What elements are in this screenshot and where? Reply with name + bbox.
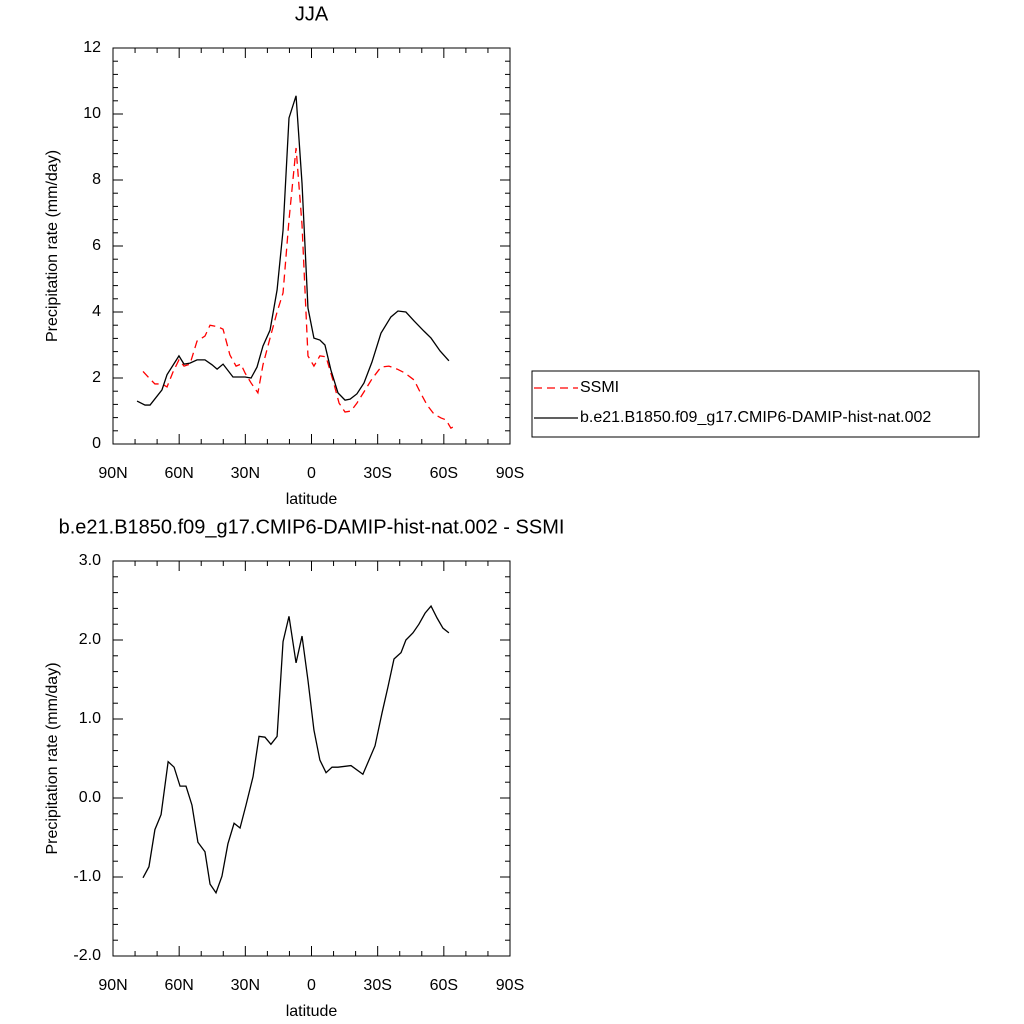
- y-tick-label: 0: [92, 435, 101, 452]
- y-tick-label: 2: [92, 369, 101, 386]
- x-tick-label: 30S: [363, 977, 391, 994]
- x-tick-label: 90N: [98, 977, 127, 994]
- y-axis-label: Precipitation rate (mm/day): [44, 662, 61, 854]
- x-tick-label: 60N: [164, 465, 193, 482]
- x-tick-label: 30N: [231, 465, 260, 482]
- legend-label: b.e21.B1850.f09_g17.CMIP6-DAMIP-hist-nat…: [580, 409, 931, 426]
- data-line: [142, 147, 456, 430]
- y-tick-label: 6: [92, 237, 101, 254]
- x-axis-label: latitude: [286, 1003, 338, 1020]
- x-tick-label: 30S: [363, 465, 391, 482]
- x-tick-label: 90S: [496, 465, 524, 482]
- x-tick-label: 60S: [430, 977, 458, 994]
- data-line: [142, 604, 450, 895]
- chart-title: JJA: [295, 3, 329, 25]
- x-tick-label: 60S: [430, 465, 458, 482]
- chart-title: b.e21.B1850.f09_g17.CMIP6-DAMIP-hist-nat…: [59, 516, 565, 538]
- y-tick-label: 2.0: [79, 631, 101, 648]
- y-tick-label: 4: [92, 303, 101, 320]
- y-tick-label: -2.0: [73, 947, 101, 964]
- legend-box: [531, 370, 980, 438]
- x-tick-label: 0: [307, 977, 316, 994]
- y-tick-label: 3.0: [79, 552, 101, 569]
- x-tick-label: 90N: [98, 465, 127, 482]
- x-tick-label: 30N: [231, 977, 260, 994]
- y-tick-label: 10: [83, 105, 101, 122]
- x-axis-label: latitude: [286, 491, 338, 508]
- y-tick-label: 0.0: [79, 789, 101, 806]
- y-tick-label: 12: [83, 39, 101, 56]
- y-tick-label: 8: [92, 171, 101, 188]
- legend-label: SSMI: [580, 379, 619, 396]
- y-axis-label: Precipitation rate (mm/day): [44, 150, 61, 342]
- data-line: [136, 95, 450, 406]
- y-tick-label: -1.0: [73, 868, 101, 885]
- plot-frame: [112, 47, 511, 445]
- plot-frame: [112, 560, 511, 957]
- y-tick-label: 1.0: [79, 710, 101, 727]
- x-tick-label: 60N: [164, 977, 193, 994]
- x-tick-label: 0: [307, 465, 316, 482]
- x-tick-label: 90S: [496, 977, 524, 994]
